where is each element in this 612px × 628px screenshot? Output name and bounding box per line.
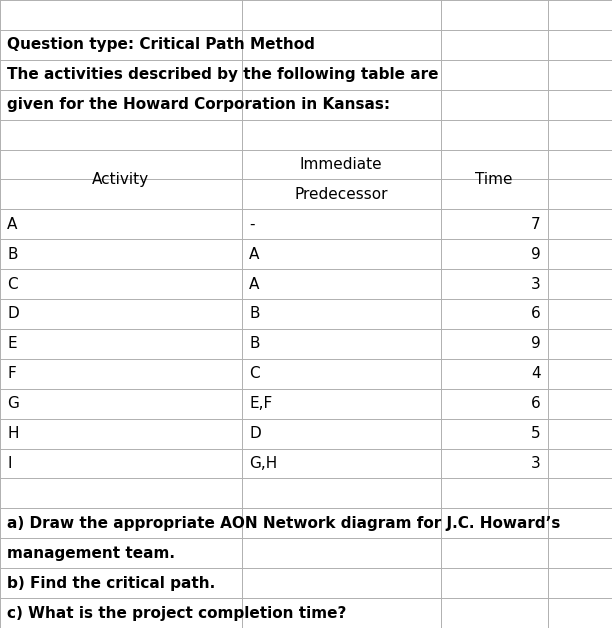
Text: 9: 9 — [531, 337, 540, 352]
Text: 4: 4 — [531, 366, 540, 381]
Text: Question type: Critical Path Method: Question type: Critical Path Method — [7, 37, 315, 52]
Text: A: A — [249, 247, 259, 262]
Text: Time: Time — [476, 172, 513, 187]
Text: 9: 9 — [531, 247, 540, 262]
Text: 5: 5 — [531, 426, 540, 441]
Text: a) Draw the appropriate AON Network diagram for J.C. Howard’s: a) Draw the appropriate AON Network diag… — [7, 516, 561, 531]
Text: A: A — [7, 217, 18, 232]
Text: 7: 7 — [531, 217, 540, 232]
Text: Immediate: Immediate — [300, 157, 382, 172]
Text: D: D — [7, 306, 19, 322]
Text: E: E — [7, 337, 17, 352]
Text: 3: 3 — [531, 456, 540, 471]
Text: B: B — [249, 337, 259, 352]
Text: B: B — [7, 247, 18, 262]
Text: H: H — [7, 426, 19, 441]
Text: c) What is the project completion time?: c) What is the project completion time? — [7, 605, 347, 620]
Text: C: C — [7, 276, 18, 291]
Text: Predecessor: Predecessor — [294, 187, 388, 202]
Text: 3: 3 — [531, 276, 540, 291]
Text: The activities described by the following table are: The activities described by the followin… — [7, 67, 439, 82]
Text: -: - — [249, 217, 255, 232]
Text: 6: 6 — [531, 306, 540, 322]
Text: D: D — [249, 426, 261, 441]
Text: given for the Howard Corporation in Kansas:: given for the Howard Corporation in Kans… — [7, 97, 390, 112]
Text: C: C — [249, 366, 259, 381]
Text: management team.: management team. — [7, 546, 176, 561]
Text: F: F — [7, 366, 16, 381]
Text: I: I — [7, 456, 12, 471]
Text: b) Find the critical path.: b) Find the critical path. — [7, 576, 215, 591]
Text: B: B — [249, 306, 259, 322]
Text: E,F: E,F — [249, 396, 272, 411]
Text: G: G — [7, 396, 19, 411]
Text: 6: 6 — [531, 396, 540, 411]
Text: Activity: Activity — [92, 172, 149, 187]
Text: A: A — [249, 276, 259, 291]
Text: G,H: G,H — [249, 456, 277, 471]
